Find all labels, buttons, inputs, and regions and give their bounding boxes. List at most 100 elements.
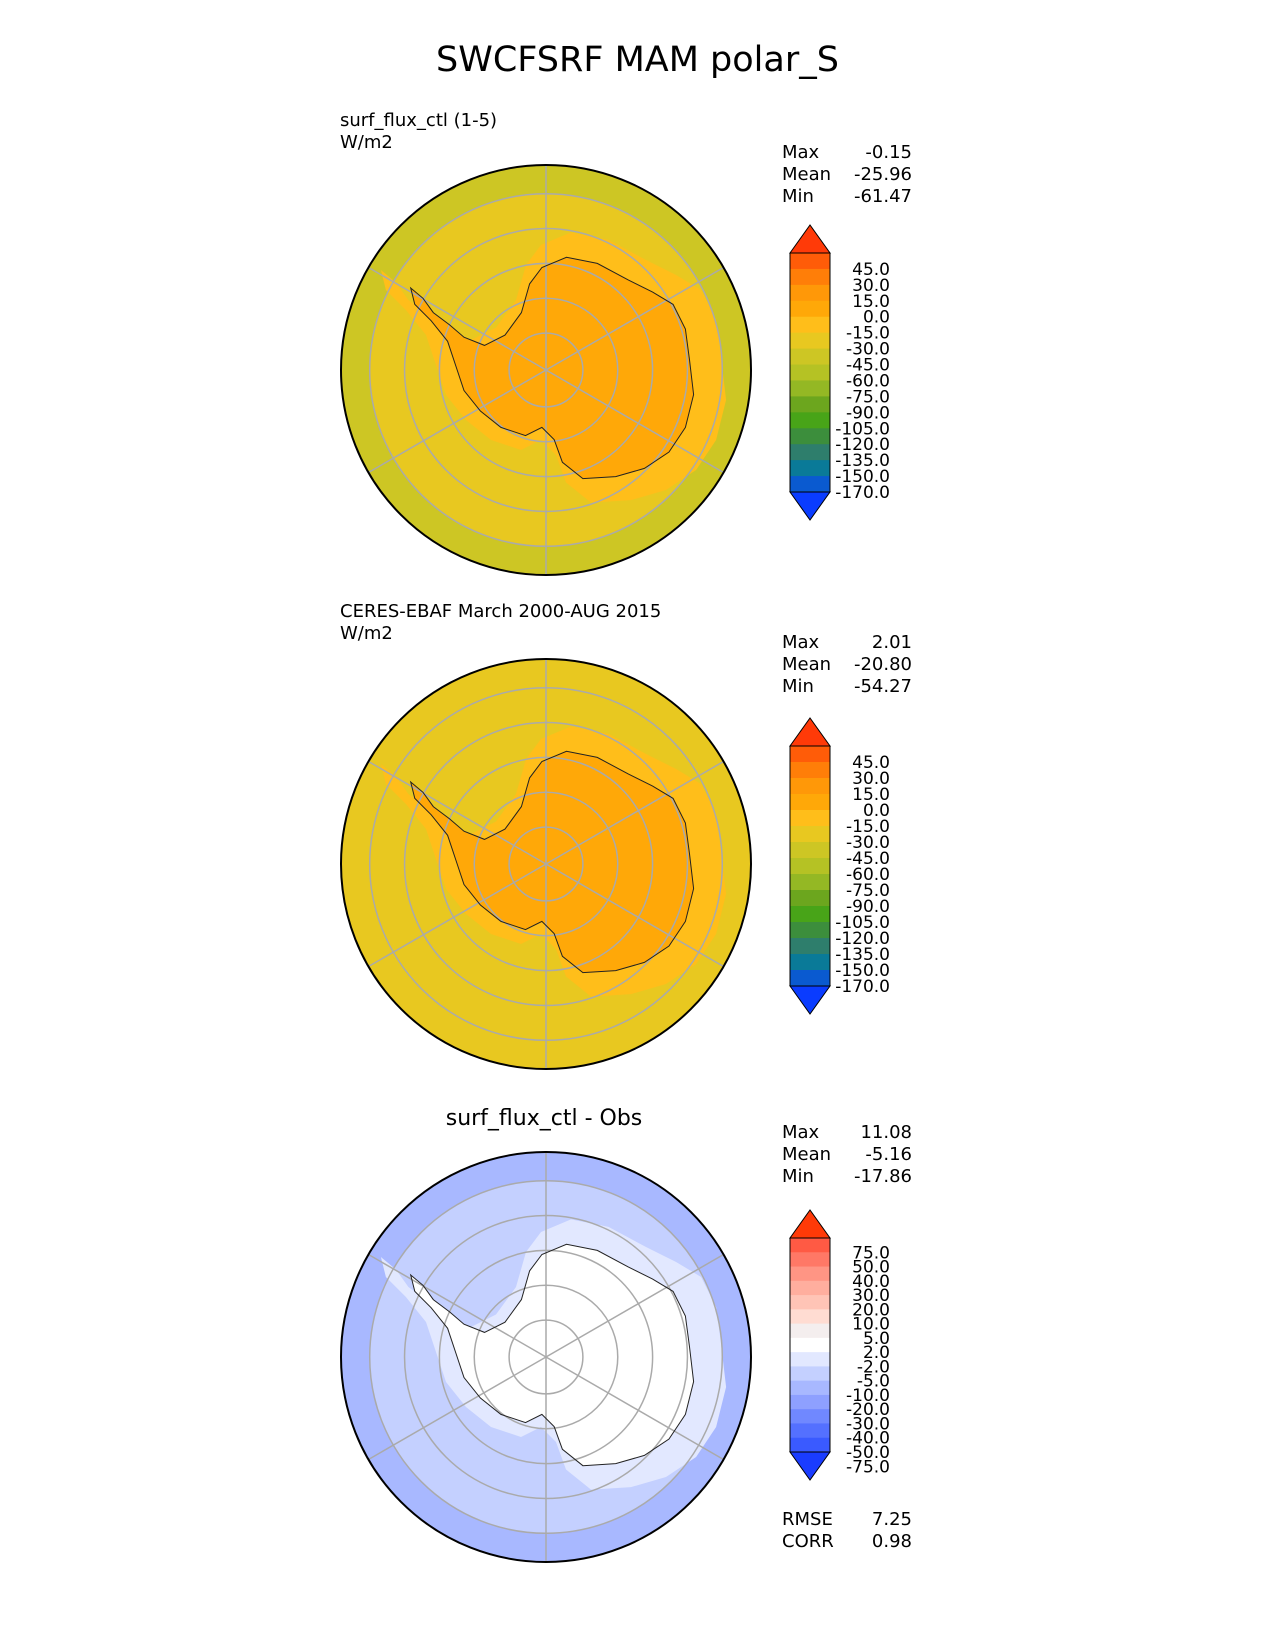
colorbar-bin	[790, 1394, 830, 1410]
colorbar-tick-label: -75.0	[846, 1457, 890, 1477]
stat-label: Max	[782, 142, 820, 163]
colorbar-bin	[790, 954, 830, 971]
colorbar-tick-label: -135.0	[835, 945, 890, 965]
colorbar-tick-label: -30.0	[846, 833, 890, 853]
colorbar-bin	[790, 253, 830, 270]
colorbar-bin	[790, 1366, 830, 1382]
colorbar-frame	[789, 745, 831, 987]
colorbar-tick-label: -15.0	[846, 817, 890, 837]
colorbar-bin	[790, 746, 830, 763]
colorbar-tick-label: -105.0	[835, 913, 890, 933]
colorbar-bin	[790, 444, 830, 461]
colorbar-bin	[790, 1380, 830, 1396]
colorbar-tick-label: -90.0	[846, 403, 890, 423]
panel1-title-line1: surf_flux_ctl (1-5)	[340, 110, 498, 131]
colorbar-bin	[790, 1280, 830, 1296]
colorbar-tick-label: -60.0	[846, 865, 890, 885]
colorbar-bin	[790, 762, 830, 779]
colorbar-bin	[790, 300, 830, 318]
coastline	[409, 256, 695, 480]
colorbar-tick-label: -170.0	[835, 483, 890, 503]
stat-value: 11.08	[860, 1122, 912, 1143]
colorbar-bin	[790, 794, 830, 811]
colorbar-bin	[790, 332, 830, 350]
colorbar-tick-label: -60.0	[846, 371, 890, 391]
stat-label: Mean	[782, 164, 832, 185]
stat-label: Max	[782, 632, 820, 653]
colorbar-tick-label: -2.0	[857, 1357, 890, 1377]
stat-label: Mean	[782, 1144, 832, 1165]
map-field	[341, 165, 751, 575]
colorbar-tick-label: 30.0	[852, 1286, 890, 1306]
polar-map-3	[340, 1151, 752, 1563]
colorbar-tick-label: -120.0	[835, 929, 890, 949]
map-boundary	[340, 658, 752, 1070]
region-continent	[410, 751, 694, 973]
meridian-line	[368, 266, 547, 371]
colorbar-bin	[790, 1423, 830, 1439]
stat-label: Mean	[782, 654, 832, 675]
panel3-stats: Max 11.08 Mean -5.16 Min -17.86	[782, 1122, 912, 1188]
colorbar-tick-label: -20.0	[846, 1400, 890, 1420]
colorbar-bin	[790, 1266, 830, 1282]
panel2-title: CERES-EBAF March 2000-AUG 2015 W/m2	[340, 601, 661, 645]
map-boundary	[340, 164, 752, 576]
colorbar-tick-label: -5.0	[857, 1372, 890, 1392]
colorbar-tick-label: -50.0	[846, 1443, 890, 1463]
colorbar-bin	[790, 970, 830, 987]
meridian-line	[545, 266, 724, 371]
colorbar-tick-label: 45.0	[852, 753, 890, 773]
polar-map-1	[340, 164, 752, 576]
colorbar-tick-label: -30.0	[846, 1414, 890, 1434]
colorbar-bin	[790, 316, 830, 334]
colorbar-bin	[790, 284, 830, 302]
colorbar-tick-label: -75.0	[846, 387, 890, 407]
panel1-units: W/m2	[340, 132, 393, 153]
colorbar-bin	[790, 1337, 830, 1353]
colorbar-tick-label: 0.0	[863, 801, 890, 821]
meridian-line	[545, 369, 724, 474]
stat-value: 2.01	[871, 632, 912, 653]
meridian-line	[545, 1253, 724, 1358]
colorbar-tick-label: -40.0	[846, 1429, 890, 1449]
colorbar-tick-label: -150.0	[835, 467, 890, 487]
colorbar-bin	[790, 1309, 830, 1325]
meridian-line	[545, 863, 724, 968]
colorbar-tick-label: 5.0	[863, 1329, 890, 1349]
meridian-line	[368, 760, 547, 865]
stat-value: 0.98	[871, 1531, 912, 1552]
colorbar-bin	[790, 1252, 830, 1268]
colorbar-bin	[790, 858, 830, 875]
colorbar-bin	[790, 938, 830, 955]
colorbar-bin	[790, 1238, 830, 1253]
colorbar-bin	[790, 460, 830, 477]
colorbar-1: 45.030.015.00.0-15.0-30.0-45.0-60.0-75.0…	[789, 224, 890, 521]
colorbar-tick-label: -10.0	[846, 1386, 890, 1406]
colorbar-tick-label: -45.0	[846, 849, 890, 869]
colorbar-tick-label: 40.0	[852, 1272, 890, 1292]
stat-label: Min	[782, 186, 814, 207]
polar-map-2	[340, 658, 752, 1070]
stat-label: Min	[782, 1166, 814, 1187]
colorbar-tick-label: 10.0	[852, 1315, 890, 1335]
colorbar-bin	[790, 364, 830, 381]
colorbar-tick-label: 50.0	[852, 1258, 890, 1278]
colorbar-tick-label: -90.0	[846, 897, 890, 917]
stat-value: -25.96	[853, 164, 912, 185]
colorbar-3: 75.050.040.030.020.010.05.02.0-2.0-5.0-1…	[789, 1209, 890, 1481]
colorbar-tick-label: 0.0	[863, 308, 890, 328]
meridian-line	[368, 1253, 547, 1358]
meridian-line	[368, 863, 547, 968]
stat-label: CORR	[782, 1531, 834, 1552]
stat-value: -61.47	[853, 186, 912, 207]
stat-label: Max	[782, 1122, 820, 1143]
colorbar-tick-label: 15.0	[852, 292, 890, 312]
stat-value: -20.80	[853, 654, 912, 675]
colorbar-extend-top	[789, 717, 831, 747]
colorbar-tick-label: -135.0	[835, 451, 890, 471]
colorbar-tick-label: 20.0	[852, 1300, 890, 1320]
colorbar-bin	[790, 906, 830, 923]
colorbar-extend-bottom	[789, 985, 831, 1015]
colorbar-tick-label: 30.0	[852, 276, 890, 296]
